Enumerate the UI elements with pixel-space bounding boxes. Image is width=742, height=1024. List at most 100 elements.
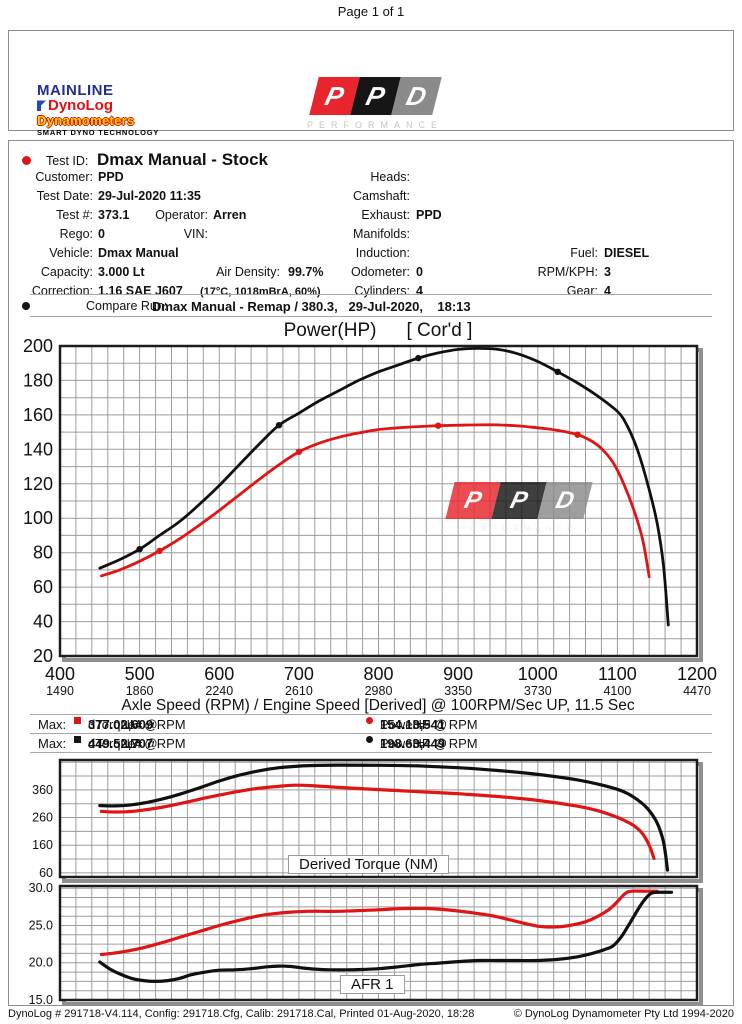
mainline-logo-line2: DynoLog — [37, 98, 159, 114]
footer-copyright-text: © DynoLog Dynamometer Pty Ltd 1994-2020 — [513, 1008, 734, 1020]
info-row: Capacity: 3.000 Lt Air Density: 99.7% Odomet… — [0, 265, 742, 284]
power-dot-icon — [366, 717, 373, 724]
info-value: 4 — [416, 284, 423, 298]
y-axis-tick-label: 15.0 — [29, 993, 53, 1007]
info-label: Vehicle: — [49, 246, 93, 260]
x-axis-axle-tick-label: 900 — [443, 664, 473, 684]
y-axis-tick-label: 60 — [39, 866, 53, 880]
info-label: Capacity: — [40, 265, 93, 279]
info-value: PPD — [98, 170, 124, 184]
x-axis-engine-tick-label: 2610 — [285, 684, 313, 698]
info-label: Exhaust: — [361, 208, 410, 222]
legend-max-label: Max: — [38, 736, 67, 751]
info-value: DIESEL — [604, 246, 650, 260]
x-axis-axle-tick-label: 600 — [204, 664, 234, 684]
y-axis-tick-label: 40 — [33, 612, 53, 632]
test-id-value: Dmax Manual - Stock — [97, 150, 268, 169]
grid-lines — [59, 345, 698, 657]
torque-chart-series — [98, 763, 670, 872]
x-axis-axle-tick-label: 1100 — [598, 664, 637, 684]
data-point-marker-icon — [275, 422, 283, 429]
legend-row-stock: Max: dTorque= 377.0 NM @ 2,609 RPM Power=… — [0, 717, 742, 734]
header-box: MAINLINE DynoLog Dynamometers SMART DYNO… — [8, 30, 734, 136]
ppd-performance-logo: P P D PERFORMANCE — [307, 77, 443, 130]
x-axis-axle-tick-label: 400 — [45, 664, 75, 684]
x-axis-engine-tick-label: 3730 — [524, 684, 552, 698]
data-point-marker-icon — [136, 546, 143, 553]
info-value: 3 — [604, 265, 611, 279]
info-label: Rego: — [59, 227, 93, 241]
y-axis-tick-label: 180 — [23, 370, 53, 390]
info-value: Arren — [213, 208, 247, 222]
page-number-label: Page 1 of 1 — [337, 4, 405, 19]
x-axis-engine-tick-label: 1860 — [126, 684, 154, 698]
legend-dtorque-text: dTorque= 449.5 NM @ 2,707 RPM — [88, 736, 186, 751]
info-label: Fuel: — [570, 246, 598, 260]
y-axis-tick-label: 140 — [23, 439, 53, 459]
x-axis-axle-tick-label: 500 — [125, 664, 155, 684]
compare-run-label: Compare Run: — [86, 299, 168, 313]
info-value: 0 — [98, 227, 105, 241]
data-point-marker-icon — [295, 448, 303, 456]
compare-run-value: Dmax Manual - Remap / 380.3, 29-Jul-2020… — [152, 299, 471, 314]
footer-config-text: DynoLog # 291718-V4.114, Config: 291718.… — [8, 1008, 475, 1020]
info-row: Rego: 0 VIN: Manifolds: — [0, 227, 742, 246]
torque-chart: 360 260 160 60 — [32, 758, 703, 883]
torque-chart-title: Derived Torque (NM) — [288, 855, 449, 874]
data-point-marker-icon — [574, 431, 581, 438]
y-axis-tick-label: 20.0 — [29, 956, 53, 970]
info-value: 3.000 Lt — [98, 265, 145, 279]
separator-line — [30, 714, 712, 715]
compare-run-row: Compare Run: Dmax Manual - Remap / 380.3… — [0, 299, 742, 317]
test-id-label: Test ID: — [46, 154, 89, 168]
legend-dtorque-text: dTorque= 377.0 NM @ 2,609 RPM — [88, 717, 186, 732]
info-label: VIN: — [183, 227, 208, 241]
dtorque-square-icon — [74, 736, 81, 743]
y-axis-tick-label: 120 — [23, 474, 53, 494]
power-chart-title: Power(HP) [ Cor'd ] — [14, 320, 742, 342]
separator-line — [30, 316, 712, 317]
info-label: Operator: — [155, 208, 208, 222]
y-axis-tick-label: 260 — [32, 811, 53, 825]
info-row: Customer: PPD Heads: — [0, 170, 742, 189]
legend-row-compare: Max: dTorque= 449.5 NM @ 2,707 RPM Power=… — [0, 736, 742, 753]
info-label: Test #: — [56, 208, 93, 222]
info-label: Air Density: — [216, 265, 280, 279]
afr-chart-title: AFR 1 — [340, 975, 405, 994]
afr-chart-series — [99, 889, 659, 957]
mainline-logo-line3: Dynamometers — [37, 112, 135, 128]
ppd-watermark-word: PERFORMANCE — [460, 524, 578, 533]
y-axis-tick-label: 360 — [32, 783, 53, 797]
x-axis-engine-tick-label: 4100 — [603, 684, 631, 698]
test-id-row: Test ID: Dmax Manual - Stock — [0, 150, 742, 172]
mainline-logo-line4: SMART DYNO TECHNOLOGY — [37, 127, 160, 137]
power-chart-series — [100, 423, 651, 579]
power-chart-title-main: Power(HP) — [283, 320, 377, 341]
legend-max-label: Max: — [38, 717, 67, 732]
x-axis-engine-tick-label: 1490 — [46, 684, 74, 698]
info-label: Induction: — [355, 246, 410, 260]
x-axis-caption: Axle Speed (RPM) / Engine Speed [Derived… — [121, 697, 635, 714]
info-row: Test #: 373.1 Operator: Arren Exhaust: PPD — [0, 208, 742, 227]
info-row: Vehicle: Dmax Manual Induction: Fuel: DIESEL — [0, 246, 742, 265]
y-axis-tick-label: 100 — [23, 508, 53, 528]
y-axis-tick-label: 160 — [23, 405, 53, 425]
separator-line — [30, 294, 712, 295]
x-axis-engine-tick-label: 3350 — [444, 684, 472, 698]
legend-power-text: Power= 198.6 HP @ 3,449 RPM — [380, 736, 478, 751]
x-axis-engine-tick-label: 2240 — [205, 684, 233, 698]
dtorque-square-icon — [74, 717, 81, 724]
data-point-marker-icon — [435, 422, 442, 429]
x-axis-engine-tick-label: 4470 — [683, 684, 711, 698]
info-label: Heads: — [370, 170, 410, 184]
y-axis-tick-label: 60 — [33, 577, 53, 597]
y-axis-tick-label: 80 — [33, 543, 53, 563]
x-axis-engine-tick-label: 2980 — [365, 684, 393, 698]
ppd-logo-word: PERFORMANCE — [307, 120, 444, 130]
x-axis-axle-tick-label: 700 — [284, 664, 314, 684]
power-chart-title-cord: [ Cor'd ] — [406, 320, 473, 341]
info-value: (17°C, 1018mBrA, 60%) — [200, 286, 321, 298]
compare-run-dot-icon — [22, 302, 30, 310]
